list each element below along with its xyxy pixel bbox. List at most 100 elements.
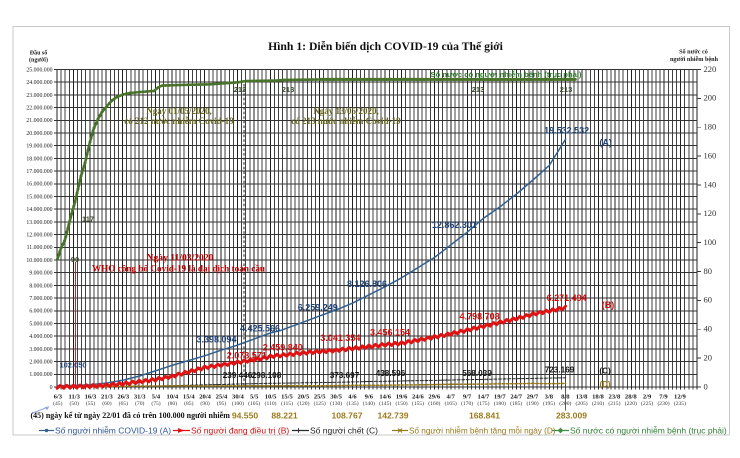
- svg-text:15.000.000: 15.000.000: [26, 194, 52, 200]
- svg-text:16.000.000: 16.000.000: [26, 182, 52, 188]
- svg-text:(195): (195): [543, 400, 555, 407]
- svg-text:(45) ngày kể từ ngày 22/01 đã: (45) ngày kể từ ngày 22/01 đã có trên 10…: [31, 411, 231, 420]
- svg-text:có 212 nước nhiễm Covid-19: có 212 nước nhiễm Covid-19: [124, 116, 234, 126]
- svg-text:29/7: 29/7: [527, 393, 539, 400]
- svg-text:(105): (105): [248, 400, 260, 407]
- svg-text:12/9: 12/9: [674, 393, 686, 400]
- svg-text:(215): (215): [608, 400, 620, 407]
- svg-text:2/9: 2/9: [643, 393, 652, 400]
- svg-text:31/3: 31/3: [134, 393, 146, 400]
- svg-text:60: 60: [704, 295, 713, 305]
- svg-text:4.425.566: 4.425.566: [240, 323, 280, 333]
- svg-text:80: 80: [704, 266, 713, 276]
- svg-text:30/4: 30/4: [232, 393, 244, 400]
- svg-text:(110): (110): [265, 400, 277, 407]
- svg-text:(A): (A): [599, 138, 612, 148]
- svg-text:Ngày 13/05/2020,: Ngày 13/05/2020,: [313, 106, 379, 116]
- svg-text:3.000.000: 3.000.000: [29, 347, 52, 353]
- svg-text:23.000.000: 23.000.000: [26, 93, 52, 99]
- svg-text:24/7: 24/7: [510, 393, 522, 400]
- svg-text:(210): (210): [592, 400, 604, 407]
- svg-text:213: 213: [282, 85, 295, 94]
- svg-text:6.271.494: 6.271.494: [547, 293, 587, 303]
- svg-text:168.841: 168.841: [469, 411, 500, 421]
- svg-text:3.041.354: 3.041.354: [320, 333, 360, 343]
- svg-text:2.000.000: 2.000.000: [29, 360, 52, 366]
- svg-text:(115): (115): [281, 400, 293, 407]
- svg-text:15/4: 15/4: [183, 393, 195, 400]
- svg-text:12.862.301: 12.862.301: [432, 220, 477, 230]
- svg-text:7.000.000: 7.000.000: [29, 296, 52, 302]
- svg-text:(45): (45): [53, 400, 62, 407]
- svg-text:4.798.708: 4.798.708: [460, 312, 500, 322]
- svg-text:20/5: 20/5: [298, 393, 310, 400]
- svg-text:5.000.000: 5.000.000: [29, 321, 52, 327]
- svg-text:14.000.000: 14.000.000: [26, 207, 52, 213]
- svg-text:220: 220: [704, 64, 717, 74]
- svg-text:21/3: 21/3: [101, 393, 113, 400]
- svg-text:17.000.000: 17.000.000: [26, 169, 52, 175]
- svg-text:11/3: 11/3: [69, 393, 81, 400]
- svg-text:(140): (140): [363, 400, 375, 407]
- svg-text:(170): (170): [461, 400, 473, 407]
- svg-text:19.532.532: 19.532.532: [544, 126, 589, 136]
- svg-text:212: 212: [234, 85, 247, 94]
- svg-text:Số nước có người nhiễm bệnh (t: Số nước có người nhiễm bệnh (trục phải): [431, 70, 582, 79]
- svg-text:90: 90: [71, 255, 79, 264]
- svg-text:(220): (220): [625, 400, 637, 407]
- svg-text:10.000.000: 10.000.000: [26, 258, 52, 264]
- svg-text:18.000.000: 18.000.000: [26, 156, 52, 162]
- svg-text:25.000.000: 25.000.000: [26, 67, 52, 73]
- svg-text:108.767: 108.767: [331, 411, 362, 421]
- svg-text:9/6: 9/6: [365, 393, 374, 400]
- svg-text:(60): (60): [102, 400, 111, 407]
- svg-text:239.446: 239.446: [223, 371, 253, 380]
- svg-text:13/8: 13/8: [576, 393, 588, 400]
- svg-text:4/6: 4/6: [348, 393, 357, 400]
- svg-text:94.550: 94.550: [232, 411, 259, 421]
- svg-text:(165): (165): [445, 400, 457, 407]
- svg-text:3.456.154: 3.456.154: [370, 328, 410, 338]
- svg-text:(120): (120): [297, 400, 309, 407]
- svg-text:(người): (người): [29, 56, 48, 63]
- svg-text:142.739: 142.739: [377, 411, 408, 421]
- svg-text:(55): (55): [86, 400, 95, 407]
- svg-text:213: 213: [560, 85, 573, 94]
- svg-text:(150): (150): [396, 400, 408, 407]
- svg-text:298.108: 298.108: [252, 371, 282, 380]
- svg-text:24.000.000: 24.000.000: [26, 80, 52, 86]
- svg-text:(175): (175): [477, 400, 489, 407]
- svg-text:(155): (155): [412, 400, 424, 407]
- svg-text:4.000.000: 4.000.000: [29, 334, 52, 340]
- svg-text:(235): (235): [674, 400, 686, 407]
- svg-text:6/3: 6/3: [54, 393, 63, 400]
- svg-text:373.697: 373.697: [330, 371, 360, 380]
- svg-text:20.000.000: 20.000.000: [26, 131, 52, 137]
- svg-text:8.000.000: 8.000.000: [29, 283, 52, 289]
- svg-text:(70): (70): [135, 400, 144, 407]
- svg-text:13.000.000: 13.000.000: [26, 220, 52, 226]
- svg-text:(145): (145): [379, 400, 391, 407]
- svg-text:3/8: 3/8: [545, 393, 554, 400]
- svg-text:14/6: 14/6: [379, 393, 391, 400]
- svg-text:10/5: 10/5: [265, 393, 277, 400]
- svg-text:18/8: 18/8: [592, 393, 604, 400]
- svg-text:(205): (205): [576, 400, 588, 407]
- svg-text:Hình 1: Diễn biến dịch COVID-1: Hình 1: Diễn biến dịch COVID-19 của Thế …: [268, 40, 504, 53]
- svg-text:25/4: 25/4: [216, 393, 228, 400]
- svg-text:2.078.571: 2.078.571: [227, 351, 267, 361]
- svg-text:12.000.000: 12.000.000: [26, 233, 52, 239]
- svg-text:(125): (125): [314, 400, 326, 407]
- svg-text:120: 120: [704, 208, 717, 218]
- svg-text:15/5: 15/5: [281, 393, 293, 400]
- svg-text:40: 40: [704, 324, 713, 334]
- svg-text:(B): (B): [602, 300, 615, 310]
- svg-text:7/9: 7/9: [659, 393, 668, 400]
- svg-text:(85): (85): [184, 400, 193, 407]
- svg-text:(95): (95): [217, 400, 226, 407]
- svg-text:20/4: 20/4: [199, 393, 211, 400]
- svg-text:5/5: 5/5: [250, 393, 259, 400]
- svg-text:(C): (C): [599, 367, 611, 376]
- svg-text:(65): (65): [119, 400, 128, 407]
- svg-text:102.050: 102.050: [59, 360, 86, 369]
